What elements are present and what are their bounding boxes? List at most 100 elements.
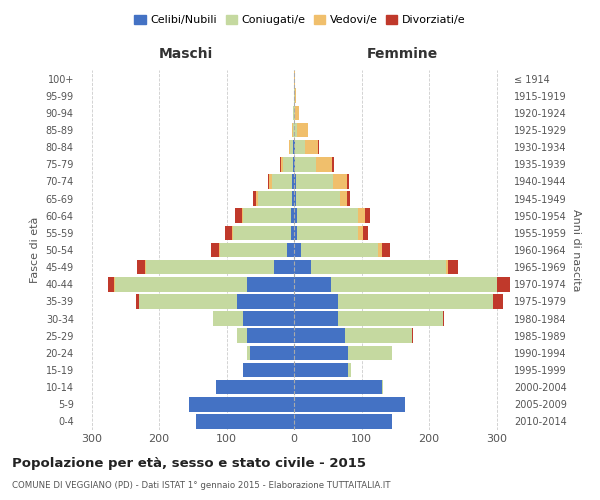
Bar <box>137 260 145 274</box>
Bar <box>497 277 511 291</box>
Bar <box>242 208 244 223</box>
Bar <box>213 312 244 326</box>
Bar <box>358 208 365 223</box>
Bar <box>344 328 412 343</box>
Bar <box>216 380 217 394</box>
Bar <box>294 397 406 411</box>
Bar <box>292 122 293 138</box>
Text: Maschi: Maschi <box>159 46 213 60</box>
Bar <box>296 174 333 188</box>
Bar <box>294 72 295 86</box>
Bar <box>280 157 281 172</box>
Bar <box>274 260 294 274</box>
Bar <box>232 226 233 240</box>
Bar <box>258 192 292 206</box>
Bar <box>446 260 448 274</box>
Bar <box>292 174 294 188</box>
Bar <box>281 157 283 172</box>
Bar <box>294 328 344 343</box>
Bar <box>443 312 444 326</box>
Bar <box>379 242 382 258</box>
Bar <box>296 192 340 206</box>
Bar <box>247 346 250 360</box>
Bar <box>235 208 242 223</box>
Bar <box>190 397 294 411</box>
Bar <box>196 414 294 428</box>
Text: Femmine: Femmine <box>367 46 437 60</box>
Bar <box>294 277 331 291</box>
Bar <box>338 312 443 326</box>
Bar <box>295 140 305 154</box>
Bar <box>333 174 347 188</box>
Bar <box>311 260 446 274</box>
Bar <box>247 277 294 291</box>
Bar <box>294 174 296 188</box>
Bar <box>294 157 295 172</box>
Bar <box>233 226 290 240</box>
Bar <box>294 226 298 240</box>
Bar <box>107 277 115 291</box>
Bar <box>332 157 334 172</box>
Bar <box>348 346 392 360</box>
Bar <box>242 362 244 378</box>
Bar <box>220 242 287 258</box>
Bar <box>338 294 493 308</box>
Bar <box>294 362 348 378</box>
Bar <box>331 277 497 291</box>
Bar <box>293 140 294 154</box>
Bar <box>412 328 413 343</box>
Bar <box>294 88 295 103</box>
Bar <box>295 106 299 120</box>
Bar <box>363 226 368 240</box>
Bar <box>250 346 294 360</box>
Bar <box>293 122 294 138</box>
Bar <box>217 380 294 394</box>
Bar <box>295 157 316 172</box>
Bar <box>292 192 294 206</box>
Bar <box>298 122 308 138</box>
Bar <box>340 192 347 206</box>
Bar <box>294 140 295 154</box>
Bar <box>294 208 298 223</box>
Bar <box>244 312 294 326</box>
Bar <box>382 380 383 394</box>
Bar <box>347 192 350 206</box>
Bar <box>294 106 295 120</box>
Bar <box>247 328 294 343</box>
Bar <box>256 192 258 206</box>
Bar <box>298 226 358 240</box>
Bar <box>365 208 370 223</box>
Legend: Celibi/Nubili, Coniugati/e, Vedovi/e, Divorziati/e: Celibi/Nubili, Coniugati/e, Vedovi/e, Di… <box>130 10 470 30</box>
Bar <box>290 140 293 154</box>
Bar <box>290 208 294 223</box>
Bar <box>253 192 256 206</box>
Bar <box>294 380 382 394</box>
Bar <box>268 174 269 188</box>
Bar <box>293 106 294 120</box>
Bar <box>244 208 290 223</box>
Bar <box>382 242 390 258</box>
Bar <box>293 157 294 172</box>
Bar <box>347 174 349 188</box>
Bar <box>305 140 319 154</box>
Bar <box>244 362 294 378</box>
Bar <box>316 157 332 172</box>
Bar <box>294 260 311 274</box>
Bar <box>294 414 392 428</box>
Bar <box>294 312 338 326</box>
Bar <box>272 174 292 188</box>
Bar <box>236 328 247 343</box>
Bar <box>269 174 272 188</box>
Bar <box>115 277 247 291</box>
Bar <box>295 88 296 103</box>
Bar <box>294 122 298 138</box>
Bar <box>294 242 301 258</box>
Bar <box>145 260 274 274</box>
Bar <box>294 294 338 308</box>
Bar <box>298 208 358 223</box>
Bar <box>225 226 232 240</box>
Bar <box>290 226 294 240</box>
Bar <box>294 346 348 360</box>
Bar <box>283 157 293 172</box>
Y-axis label: Fasce di età: Fasce di età <box>30 217 40 283</box>
